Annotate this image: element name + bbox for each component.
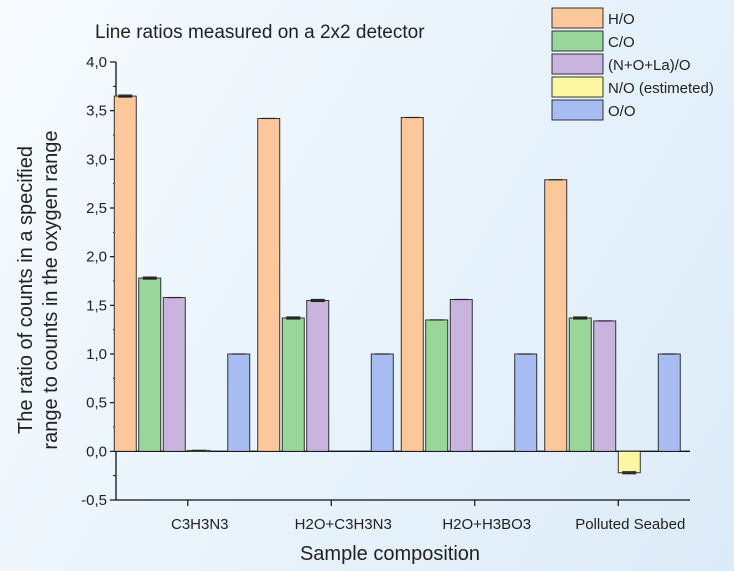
y-tick-label: 4,0 [86, 54, 107, 71]
bar [593, 320, 617, 452]
bar [138, 277, 162, 452]
legend-label: C/O [608, 34, 635, 51]
legend-label: (N+O+La)/O [608, 57, 691, 74]
legend-label: O/O [608, 103, 636, 120]
bar [568, 317, 592, 452]
x-tick-label: H2O+H3BO3 [442, 516, 531, 533]
bar [449, 299, 473, 452]
legend-label: N/O (estimeted) [608, 80, 714, 97]
x-axis-label: Sample composition [300, 543, 480, 565]
x-tick-label: C3H3N3 [171, 516, 229, 533]
bar [281, 317, 305, 452]
bar [227, 353, 251, 452]
y-tick-label: 3,5 [86, 103, 107, 120]
bar [306, 300, 330, 452]
bar [425, 319, 449, 452]
bar [544, 179, 568, 452]
bar [400, 117, 424, 452]
legend-label: H/O [608, 11, 635, 28]
x-tick-label: H2O+C3H3N3 [295, 516, 392, 533]
y-tick-label: 1,0 [86, 346, 107, 363]
bar [370, 353, 394, 452]
bar [657, 353, 681, 452]
legend-swatch [551, 53, 604, 75]
y-tick-label: 1,5 [86, 297, 107, 314]
legend-swatch [551, 7, 604, 29]
bar [617, 450, 641, 474]
x-tick-label: Polluted Seabed [575, 516, 685, 533]
legend: H/O C/O (N+O+La)/O N/O (estimeted) O/O [551, 7, 714, 121]
chart-title: Line ratios measured on a 2x2 detector [95, 22, 425, 43]
plot-area: -0,5 0,0 0,5 1,0 1,5 2,0 2,5 3,0 3,5 4,0 C3H3N3 H2O… [81, 54, 690, 533]
y-tick-label: 2,5 [86, 200, 107, 217]
y-tick-label: 2,0 [86, 249, 107, 266]
legend-swatch [551, 76, 604, 98]
bar [257, 118, 281, 452]
y-axis-label-line-1: The ratio of counts in a specified [15, 146, 37, 434]
y-tick-label: 3,0 [86, 151, 107, 168]
y-tick-label: -0,5 [81, 492, 107, 509]
bar [162, 297, 186, 452]
y-axis-label-line-2: range to counts in the oxygen range [40, 130, 62, 449]
legend-swatch [551, 30, 604, 52]
bar [514, 353, 538, 452]
y-tick-label: 0,0 [86, 443, 107, 460]
bar [113, 95, 137, 452]
y-tick-label: 0,5 [86, 395, 107, 412]
legend-swatch [551, 99, 604, 121]
